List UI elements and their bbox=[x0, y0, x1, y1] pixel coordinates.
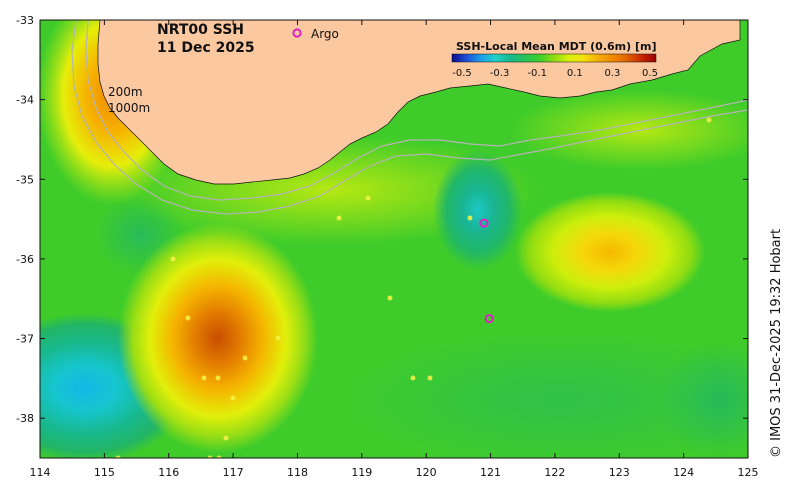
y-tick-label: -33 bbox=[16, 14, 34, 27]
x-tick-label: 120 bbox=[416, 466, 437, 479]
map-title-line2: 11 Dec 2025 bbox=[157, 40, 255, 56]
x-tick-label: 117 bbox=[223, 466, 244, 479]
argo-markers bbox=[479, 218, 494, 324]
credit-text: © IMOS 31-Dec-2025 19:32 Hobart bbox=[769, 229, 784, 458]
x-tick-label: 115 bbox=[94, 466, 115, 479]
argo-legend-icon bbox=[292, 28, 302, 38]
x-axis: 114 115 116 117 118 119 120 121 122 123 124 125 bbox=[30, 20, 759, 479]
y-tick-label: -37 bbox=[16, 333, 34, 346]
bathy-contour-200m bbox=[85, 20, 748, 201]
drifter-dots bbox=[115, 117, 712, 458]
colorbar-tick-label: -0.3 bbox=[490, 68, 510, 79]
x-tick-label: 124 bbox=[673, 466, 694, 479]
y-tick-label: -35 bbox=[16, 173, 34, 186]
bathy-contour-1000m bbox=[71, 20, 748, 215]
colorbar-ticks: -0.5 -0.3 -0.1 0.1 0.3 0.5 bbox=[452, 68, 658, 79]
argo-float-marker bbox=[484, 314, 494, 324]
y-axis: -33 -34 -35 -36 -37 -38 bbox=[16, 14, 748, 425]
cold-eddy-central bbox=[433, 150, 523, 270]
colorbar-tick-label: 0.3 bbox=[604, 68, 620, 79]
x-tick-label: 119 bbox=[351, 466, 372, 479]
argo-float-marker bbox=[479, 218, 489, 228]
plot-area bbox=[40, 20, 748, 458]
colorbar-tick-label: 0.5 bbox=[642, 68, 658, 79]
colorbar bbox=[451, 53, 657, 63]
argo-legend-label: Argo bbox=[311, 27, 339, 41]
colorbar-tick-label: 0.1 bbox=[567, 68, 583, 79]
x-tick-label: 125 bbox=[738, 466, 759, 479]
green-region-south bbox=[340, 330, 748, 458]
y-tick-label: -34 bbox=[16, 94, 34, 107]
x-tick-label: 118 bbox=[287, 466, 308, 479]
lime-band-northeast bbox=[510, 90, 748, 170]
colorbar-title: SSH-Local Mean MDT (0.6m) [m] bbox=[456, 40, 656, 53]
contour-label-200m: 200m bbox=[108, 85, 143, 99]
y-tick-label: -38 bbox=[16, 412, 34, 425]
x-tick-label: 122 bbox=[544, 466, 565, 479]
contour-label-1000m: 1000m bbox=[108, 101, 150, 115]
colorbar-tick-label: -0.5 bbox=[452, 68, 472, 79]
x-tick-label: 116 bbox=[158, 466, 179, 479]
warm-eddy-east bbox=[515, 192, 705, 312]
x-tick-label: 114 bbox=[30, 466, 51, 479]
x-tick-label: 121 bbox=[480, 466, 501, 479]
colorbar-tick-label: -0.1 bbox=[527, 68, 547, 79]
green-region-southeast bbox=[660, 340, 748, 458]
map-title-line1: NRT00 SSH bbox=[157, 22, 244, 38]
x-tick-label: 123 bbox=[609, 466, 630, 479]
warm-eddy-center bbox=[118, 223, 318, 453]
plot-frame bbox=[39, 19, 749, 459]
y-tick-label: -36 bbox=[16, 253, 34, 266]
